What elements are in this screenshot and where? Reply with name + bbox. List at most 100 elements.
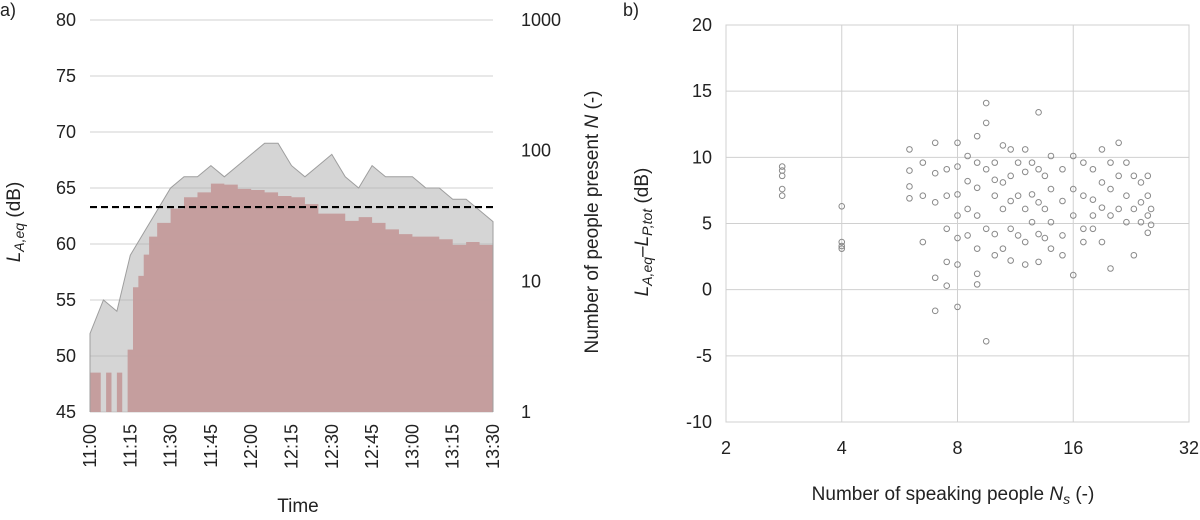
scatter-point (1047, 152, 1055, 160)
panel-a: a) 45 50 55 60 65 70 75 80 1 10 100 1000 11:00 11:1… (0, 0, 603, 517)
y2-tick-label: 1000 (521, 10, 561, 30)
scatter-point (982, 99, 990, 107)
y-tick-label: 80 (56, 10, 76, 30)
panel-a-x-ticks: 11:00 11:15 11:30 11:45 12:00 12:15 12:30 12:45… (80, 424, 503, 469)
panel-b-x-ticks: 2 4 8 16 32 (721, 438, 1199, 458)
scatter-point (919, 238, 927, 246)
scatter-point (982, 119, 990, 127)
scatter-point (931, 139, 939, 147)
scatter-point (1035, 109, 1042, 116)
scatter-point (1014, 232, 1022, 239)
scatter-point (906, 167, 913, 174)
laeq-area (89, 142, 494, 412)
scatter-point (999, 179, 1007, 186)
scatter-point (964, 205, 971, 213)
x-tick-label: 12:15 (282, 424, 302, 469)
panel-b-gridlines (725, 24, 1190, 423)
scatter-point (1047, 218, 1055, 226)
scatter-point (1098, 238, 1106, 246)
scatter-point (1089, 225, 1097, 233)
scatter-point (1059, 251, 1066, 259)
scatter-point (1130, 172, 1138, 180)
scatter-point (1147, 205, 1155, 213)
y-tick-label: 5 (702, 214, 712, 234)
scatter-point (943, 165, 951, 173)
y-tick-label: 75 (56, 66, 76, 86)
scatter-point (838, 242, 846, 250)
panel-b-x-axis-label: Number of speaking people Ns (-) (812, 484, 1095, 507)
scatter-point (973, 184, 981, 192)
scatter-point (991, 159, 999, 166)
scatter-point (931, 274, 939, 282)
scatter-point (1035, 199, 1042, 206)
scatter-point (973, 245, 981, 252)
x-tick-label: 11:00 (80, 424, 100, 468)
y-tick-label: 55 (56, 290, 76, 310)
scatter-point (982, 165, 990, 173)
panel-a-y-axis-label: LA,eq (dB) (4, 182, 27, 263)
y-tick-label: 70 (56, 122, 76, 142)
y2-tick-label: 1 (521, 402, 531, 422)
scatter-point (991, 176, 999, 184)
scatter-point (1014, 159, 1022, 166)
y-tick-label: 50 (56, 346, 76, 366)
scatter-point (973, 132, 981, 140)
scatter-point (1007, 257, 1014, 264)
scatter-point (1069, 271, 1077, 279)
scatter-point (964, 232, 971, 239)
scatter-point (954, 234, 961, 242)
y-tick-label: 15 (692, 81, 712, 101)
scatter-point (778, 163, 786, 170)
scatter-point (1107, 265, 1114, 272)
scatter-point (1059, 197, 1066, 205)
scatter-point (1089, 196, 1097, 203)
x-tick-label: 2 (721, 438, 731, 458)
scatter-point (1144, 172, 1152, 180)
scatter-point (964, 152, 971, 160)
scatter-point (1059, 165, 1066, 173)
scatter-point (1041, 205, 1049, 213)
scatter-point (1144, 192, 1152, 200)
scatter-point (1021, 205, 1029, 213)
panel-a-y2-axis-label: Number of people present N (-) (582, 91, 603, 354)
scatter-point (982, 337, 990, 345)
scatter-point (1028, 218, 1036, 226)
scatter-points (778, 99, 1155, 345)
scatter-point (838, 245, 846, 252)
scatter-point (1007, 146, 1014, 153)
scatter-point (1137, 199, 1145, 206)
scatter-point (778, 192, 786, 200)
scatter-point (1115, 172, 1122, 180)
scatter-point (1130, 205, 1138, 213)
y-tick-label: -10 (686, 412, 712, 432)
x-tick-label: 11:45 (201, 424, 221, 468)
scatter-point (1080, 238, 1087, 246)
scatter-point (1098, 146, 1106, 153)
scatter-point (954, 303, 961, 311)
scatter-point (964, 177, 971, 185)
scatter-point (1130, 251, 1138, 259)
scatter-point (1123, 218, 1130, 226)
x-tick-label: 32 (1179, 438, 1199, 458)
scatter-point (1069, 212, 1077, 219)
scatter-point (1107, 212, 1114, 219)
scatter-point (973, 159, 981, 166)
scatter-point (1021, 146, 1029, 153)
x-tick-label: 13:00 (402, 424, 422, 469)
scatter-point (1041, 234, 1049, 242)
scatter-point (1144, 229, 1152, 237)
laeq-fill (90, 143, 493, 412)
scatter-point (906, 146, 913, 153)
scatter-point (919, 159, 927, 166)
scatter-point (906, 183, 913, 190)
scatter-point (1115, 205, 1122, 213)
y2-tick-label: 100 (521, 141, 551, 161)
panel-b: b) -10 -5 0 5 10 15 20 2 4 8 16 32 Number of speak… (623, 0, 1199, 507)
y-tick-label: 60 (56, 234, 76, 254)
scatter-point (1028, 191, 1036, 198)
scatter-point (943, 192, 951, 200)
panel-a-left-ticks: 45 50 55 60 65 70 75 80 (56, 10, 76, 422)
scatter-point (1041, 172, 1049, 180)
scatter-point (943, 225, 951, 233)
x-tick-label: 16 (1063, 438, 1083, 458)
